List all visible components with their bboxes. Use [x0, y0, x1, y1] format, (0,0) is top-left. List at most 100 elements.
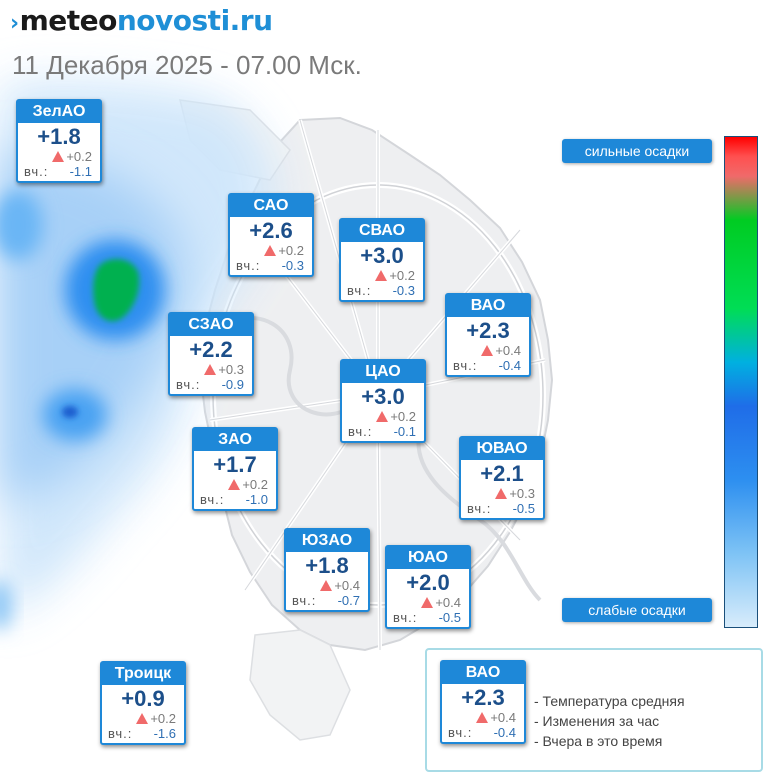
yesterday-row: вч.: -0.3: [230, 258, 312, 274]
hourly-change-value: +0.3: [509, 486, 535, 501]
rise-triangle-icon: [421, 597, 434, 608]
legend-hourly-change: +0.4: [442, 710, 524, 725]
yesterday-label: вч.:: [176, 377, 201, 392]
yesterday-label: вч.:: [347, 283, 372, 298]
yesterday-label: вч.:: [467, 501, 492, 516]
hourly-change: +0.4: [286, 578, 368, 593]
rise-triangle-icon: [376, 411, 389, 422]
rise-triangle-icon: [476, 712, 489, 723]
yesterday-row: вч.: -0.7: [286, 593, 368, 609]
yesterday-label: вч.:: [448, 725, 473, 740]
hourly-change-value: +0.2: [242, 477, 268, 492]
yesterday-row: вч.: -0.4: [447, 358, 529, 374]
district-card-zao: ЗАО +1.7 +0.2 вч.: -1.0: [192, 427, 278, 511]
district-temperature: +0.9: [121, 686, 165, 711]
hourly-change: +0.2: [342, 409, 424, 424]
legend-descriptions: - Температура средняя - Изменения за час…: [534, 691, 685, 751]
legend-temperature: +2.3: [461, 685, 505, 710]
rise-triangle-icon: [495, 488, 508, 499]
yesterday-value: -0.5: [438, 610, 461, 625]
yesterday-row: вч.: -1.0: [194, 492, 276, 508]
yesterday-label: вч.:: [236, 258, 261, 273]
district-name: СВАО: [341, 220, 423, 242]
yesterday-row: вч.: -1.1: [18, 164, 100, 180]
yesterday-value: -0.1: [393, 424, 416, 439]
yesterday-label: вч.:: [453, 358, 478, 373]
hourly-change-value: +0.2: [389, 268, 415, 283]
yesterday-value: -0.5: [512, 501, 535, 516]
district-card-troitsk: Троицк +0.9 +0.2 вч.: -1.6: [100, 661, 186, 745]
rise-triangle-icon: [264, 245, 277, 256]
legend-district-name: ВАО: [442, 662, 524, 684]
rise-triangle-icon: [228, 479, 241, 490]
rise-triangle-icon: [52, 151, 65, 162]
district-name: Троицк: [102, 663, 184, 685]
yesterday-label: вч.:: [108, 726, 133, 741]
scale-label-heavy: сильные осадки: [562, 139, 712, 163]
district-temperature: +1.8: [305, 553, 349, 578]
logo-text-meteo: meteo: [19, 4, 118, 37]
yesterday-value: -0.7: [337, 593, 360, 608]
yesterday-label: вч.:: [393, 610, 418, 625]
district-name: ЦАО: [342, 361, 424, 383]
hourly-change: +0.2: [194, 477, 276, 492]
hourly-change: +0.2: [18, 149, 100, 164]
hourly-change-value: +0.4: [495, 343, 521, 358]
district-name: ЮЗАО: [286, 530, 368, 552]
legend-line-change: - Изменения за час: [534, 713, 660, 729]
yesterday-row: вч.: -1.6: [102, 726, 184, 742]
district-temperature: +1.8: [37, 124, 81, 149]
district-name: ВАО: [447, 295, 529, 317]
district-card-zelao: ЗелАО +1.8 +0.2 вч.: -1.1: [16, 99, 102, 183]
hourly-change-value: +0.4: [334, 578, 360, 593]
yesterday-row: вч.: -0.5: [387, 610, 469, 626]
logo-chevron-icon: ›: [10, 11, 19, 36]
legend-yesterday-row: вч.: -0.4: [442, 725, 524, 741]
yesterday-value: -1.6: [153, 726, 176, 741]
hourly-change: +0.4: [387, 595, 469, 610]
hourly-change: +0.3: [461, 486, 543, 501]
yesterday-value: -0.9: [221, 377, 244, 392]
precipitation-scale-bar: [724, 136, 758, 628]
district-card-szao: СЗАО +2.2 +0.3 вч.: -0.9: [168, 312, 254, 396]
district-temperature: +2.2: [189, 337, 233, 362]
yesterday-value: -1.0: [245, 492, 268, 507]
district-name: СЗАО: [170, 314, 252, 336]
yesterday-label: вч.:: [200, 492, 225, 507]
district-card-vao: ВАО +2.3 +0.4 вч.: -0.4: [445, 293, 531, 377]
hourly-change-value: +0.2: [390, 409, 416, 424]
legend-hourly-change-value: +0.4: [490, 710, 516, 725]
hourly-change: +0.3: [170, 362, 252, 377]
legend-line-temperature: - Температура средняя: [534, 693, 685, 709]
logo-text-novosti: novosti.ru: [116, 4, 273, 37]
yesterday-label: вч.:: [24, 164, 49, 179]
district-card-cao: ЦАО +3.0 +0.2 вч.: -0.1: [340, 359, 426, 443]
date-time-subtitle: 11 Декабря 2025 - 07.00 Мск.: [12, 50, 362, 80]
yesterday-value: -0.4: [498, 358, 521, 373]
yesterday-row: вч.: -0.1: [342, 424, 424, 440]
district-card-yuao: ЮАО +2.0 +0.4 вч.: -0.5: [385, 545, 471, 629]
scale-label-light: слабые осадки: [562, 598, 712, 622]
site-logo[interactable]: ›meteonovosti.ru: [10, 4, 273, 37]
yesterday-row: вч.: -0.5: [461, 501, 543, 517]
yesterday-row: вч.: -0.3: [341, 283, 423, 299]
rise-triangle-icon: [481, 345, 494, 356]
district-card-sao: САО +2.6 +0.2 вч.: -0.3: [228, 193, 314, 277]
legend-yesterday-value: -0.4: [493, 725, 516, 740]
hourly-change-value: +0.3: [218, 362, 244, 377]
district-card-yuzao: ЮЗАО +1.8 +0.4 вч.: -0.7: [284, 528, 370, 612]
district-temperature: +2.1: [480, 461, 524, 486]
district-temperature: +2.6: [249, 218, 293, 243]
yesterday-label: вч.:: [348, 424, 373, 439]
legend-example-card: ВАО +2.3 +0.4 вч.: -0.4: [440, 660, 526, 744]
yesterday-row: вч.: -0.9: [170, 377, 252, 393]
district-temperature: +2.3: [466, 318, 510, 343]
hourly-change-value: +0.2: [150, 711, 176, 726]
hourly-change: +0.2: [102, 711, 184, 726]
district-card-yuvao: ЮВАО +2.1 +0.3 вч.: -0.5: [459, 436, 545, 520]
yesterday-value: -0.3: [392, 283, 415, 298]
district-temperature: +3.0: [360, 243, 404, 268]
district-name: ЮВАО: [461, 438, 543, 460]
district-card-svao: СВАО +3.0 +0.2 вч.: -0.3: [339, 218, 425, 302]
yesterday-value: -1.1: [69, 164, 92, 179]
